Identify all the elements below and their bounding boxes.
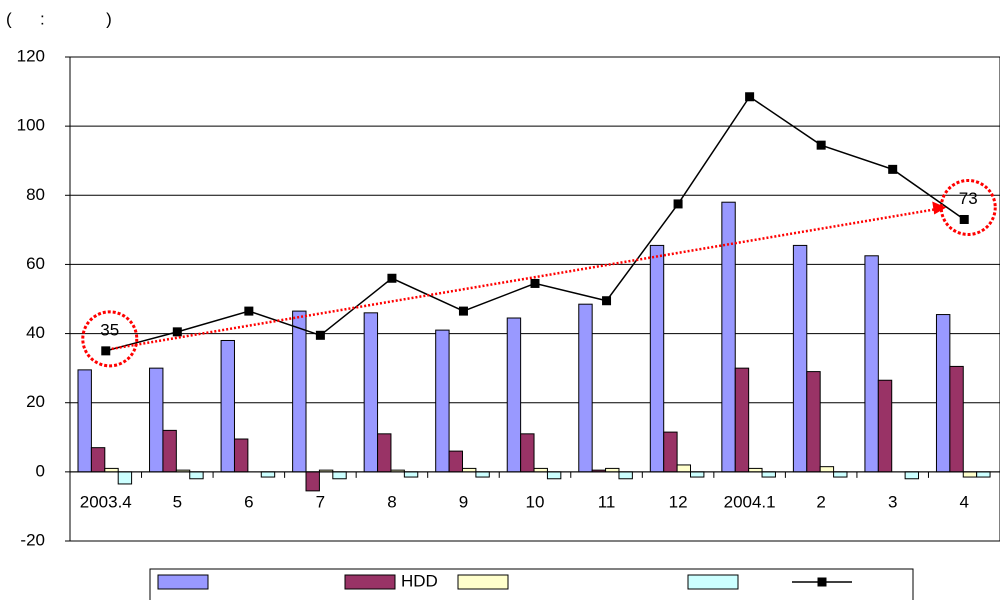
marker <box>387 273 397 283</box>
marker <box>530 278 540 288</box>
bar <box>90 447 106 473</box>
marker <box>959 214 969 224</box>
x-tick-label: 3 <box>888 492 897 511</box>
legend-swatch <box>344 574 396 590</box>
x-tick-label: 9 <box>459 492 468 511</box>
bar <box>976 471 991 478</box>
bar <box>904 471 920 480</box>
bar <box>435 329 450 473</box>
marker <box>602 296 612 306</box>
marker <box>458 306 468 316</box>
x-tick-label: 12 <box>669 492 688 511</box>
y-tick-label: -20 <box>20 530 45 549</box>
bar <box>578 303 593 473</box>
bar <box>475 471 490 478</box>
bar <box>292 310 307 473</box>
y-tick-label: 100 <box>17 116 45 135</box>
legend-swatch <box>457 574 509 590</box>
bar <box>149 367 164 473</box>
line <box>105 95 965 352</box>
bar <box>506 317 522 473</box>
marker <box>745 92 755 102</box>
unit-note: ( : ) <box>6 9 112 28</box>
x-tick-label: 2 <box>816 492 825 511</box>
marker <box>101 346 111 356</box>
y-tick-label: 20 <box>26 392 45 411</box>
bar <box>533 467 548 473</box>
legend-swatch <box>157 574 209 590</box>
bar <box>233 438 249 473</box>
bar <box>461 467 477 473</box>
bar <box>305 471 320 492</box>
x-tick-label: 4 <box>959 492 968 511</box>
marker <box>816 140 826 150</box>
bar <box>618 471 633 480</box>
bar <box>448 450 463 473</box>
x-tick-label: 10 <box>526 492 545 511</box>
bar <box>520 433 535 473</box>
legend-swatch <box>687 574 739 590</box>
bar <box>363 312 379 473</box>
bar <box>792 244 808 473</box>
bar <box>117 471 133 485</box>
bar <box>962 471 978 478</box>
bar <box>104 467 119 473</box>
bar <box>377 433 392 473</box>
x-tick-label: 7 <box>316 492 325 511</box>
bar <box>260 471 276 478</box>
bar <box>403 471 419 478</box>
bar <box>949 365 964 473</box>
bar <box>676 464 692 473</box>
bar <box>189 471 204 480</box>
marker <box>315 330 325 340</box>
bar <box>663 431 678 473</box>
bar <box>734 367 750 473</box>
bar <box>605 467 620 473</box>
legend-marker <box>817 577 827 587</box>
marker <box>172 327 182 337</box>
bar <box>806 371 821 473</box>
y-tick-label: 120 <box>17 46 45 65</box>
x-tick-label: 5 <box>173 492 182 511</box>
legend-label: HDD <box>401 571 438 590</box>
bar <box>748 467 763 473</box>
bar <box>721 201 736 473</box>
trend-arrow <box>111 208 935 351</box>
bar <box>690 471 705 478</box>
bar <box>77 369 92 473</box>
trend-arrow-head <box>932 201 947 215</box>
bar <box>162 429 177 473</box>
bar <box>819 466 835 473</box>
bar <box>649 244 665 473</box>
y-tick-label: 0 <box>36 461 45 480</box>
data-label: 73 <box>959 189 978 208</box>
data-label: 35 <box>100 320 119 339</box>
legend-box <box>149 568 914 600</box>
bar <box>546 471 562 480</box>
x-tick-label: 6 <box>244 492 253 511</box>
y-tick-label: 40 <box>26 323 45 342</box>
bar <box>761 471 776 478</box>
marker <box>673 199 683 209</box>
y-tick-label: 60 <box>26 254 45 273</box>
bar <box>833 471 848 478</box>
y-tick-label: 80 <box>26 185 45 204</box>
bar <box>332 471 347 480</box>
highlight-circle <box>81 310 139 368</box>
bar <box>864 255 879 473</box>
x-tick-label: 11 <box>598 492 616 511</box>
x-tick-label: 2003.4 <box>80 492 132 511</box>
bar <box>935 314 951 473</box>
bar <box>877 379 893 473</box>
highlight-circle <box>939 178 997 236</box>
marker <box>244 306 254 316</box>
marker <box>888 164 898 174</box>
x-tick-label: 8 <box>387 492 396 511</box>
bar <box>220 339 235 473</box>
x-tick-label: 2004.1 <box>724 492 776 511</box>
